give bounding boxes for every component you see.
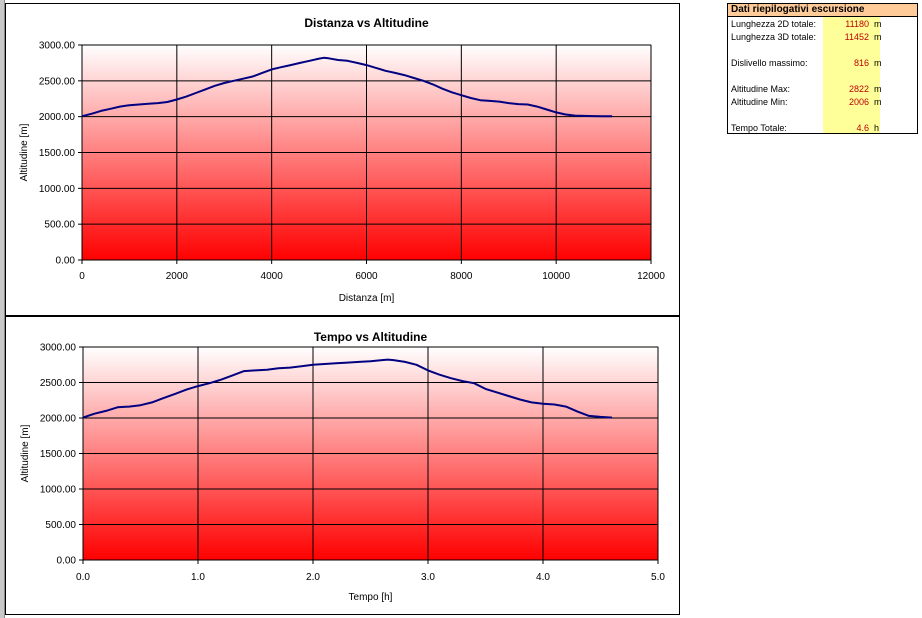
summary-table: Dati riepilogativi escursione Lunghezza … (727, 3, 918, 134)
summary-unit: m (874, 84, 882, 94)
summary-unit: m (874, 97, 882, 107)
x-tick-label: 0.0 (76, 572, 90, 583)
summary-row-2d-length: Lunghezza 2D totale: 11180 m (728, 18, 917, 30)
summary-unit: m (874, 58, 882, 68)
y-axis-label: Altitudine [m] (19, 123, 30, 181)
x-tick-label: 1.0 (191, 572, 205, 583)
x-tick-label: 0 (79, 271, 85, 282)
summary-label: Lunghezza 3D totale: (731, 32, 817, 42)
summary-label: Lunghezza 2D totale: (731, 19, 817, 29)
summary-label: Dislivello massimo: (731, 58, 808, 68)
summary-row-max-drop: Dislivello massimo: 816 m (728, 57, 917, 69)
y-tick-label: 2000.00 (39, 112, 76, 123)
chart-title: Distanza vs Altitudine (304, 16, 429, 30)
summary-row-alt-min: Altitudine Min: 2006 m (728, 96, 917, 108)
x-tick-label: 5.0 (651, 572, 665, 583)
y-axis-label: Altitudine [m] (20, 424, 31, 482)
y-tick-label: 1500.00 (40, 449, 77, 460)
series-line (81, 56, 613, 118)
x-tick-label: 12000 (637, 271, 665, 282)
summary-unit: m (874, 19, 882, 29)
y-tick-label: 1000.00 (39, 184, 76, 195)
summary-title: Dati riepilogativi escursione (728, 4, 917, 17)
summary-value: 816 (853, 58, 869, 68)
summary-row-total-time: Tempo Totale: 4.6 h (728, 122, 917, 134)
summary-value: 4.6 (856, 123, 869, 133)
chart-distanza-altitudine: 0.00 500.00 1000.00 1500.00 2000.00 2500.00 30… (5, 3, 680, 316)
summary-row-alt-max: Altitudine Max: 2822 m (728, 83, 917, 95)
y-tick-label: 500.00 (44, 220, 75, 231)
y-tick-label: 1500.00 (39, 148, 76, 159)
chart-distanza-svg: 0.00 500.00 1000.00 1500.00 2000.00 2500.00 30… (19, 16, 665, 304)
window-left-edge (0, 0, 5, 618)
y-tick-label: 1000.00 (40, 485, 77, 496)
summary-value-column (823, 17, 880, 133)
y-tick-label: 3000.00 (40, 343, 77, 354)
x-tick-label: 6000 (355, 271, 378, 282)
x-tick-label: 8000 (450, 271, 473, 282)
x-tick-label: 10000 (542, 271, 570, 282)
y-tick-label: 2500.00 (39, 76, 76, 87)
summary-label: Altitudine Max: (731, 84, 791, 94)
chart-tempo-svg: 0.00 500.00 1000.00 1500.00 2000.00 2500.00 30… (20, 330, 665, 603)
summary-value: 11180 (845, 19, 869, 29)
x-axis-label: Distanza [m] (339, 293, 395, 304)
x-tick-label: 2000 (166, 271, 189, 282)
summary-unit: m (874, 32, 882, 42)
x-tick-label: 4000 (261, 271, 284, 282)
summary-value: 2822 (848, 84, 869, 94)
y-tick-label: 3000.00 (39, 41, 76, 52)
summary-label: Tempo Totale: (731, 123, 787, 133)
x-tick-label: 3.0 (421, 572, 435, 583)
x-tick-label: 2.0 (306, 572, 320, 583)
summary-unit: h (874, 123, 880, 133)
y-tick-label: 0.00 (57, 556, 77, 567)
series-line (82, 358, 613, 419)
summary-value: 2006 (848, 97, 869, 107)
chart-tempo-altitudine: 0.00 500.00 1000.00 1500.00 2000.00 2500.00 30… (5, 316, 680, 615)
y-tick-label: 2000.00 (40, 414, 77, 425)
x-tick-label: 4.0 (536, 572, 550, 583)
y-tick-label: 0.00 (56, 256, 76, 267)
x-axis-label: Tempo [h] (349, 592, 393, 603)
chart-title: Tempo vs Altitudine (314, 330, 428, 344)
y-tick-label: 500.00 (45, 520, 76, 531)
summary-label: Altitudine Min: (731, 97, 788, 107)
summary-value: 11452 (844, 32, 869, 42)
y-tick-label: 2500.00 (40, 378, 77, 389)
summary-row-3d-length: Lunghezza 3D totale: 11452 m (728, 31, 917, 43)
